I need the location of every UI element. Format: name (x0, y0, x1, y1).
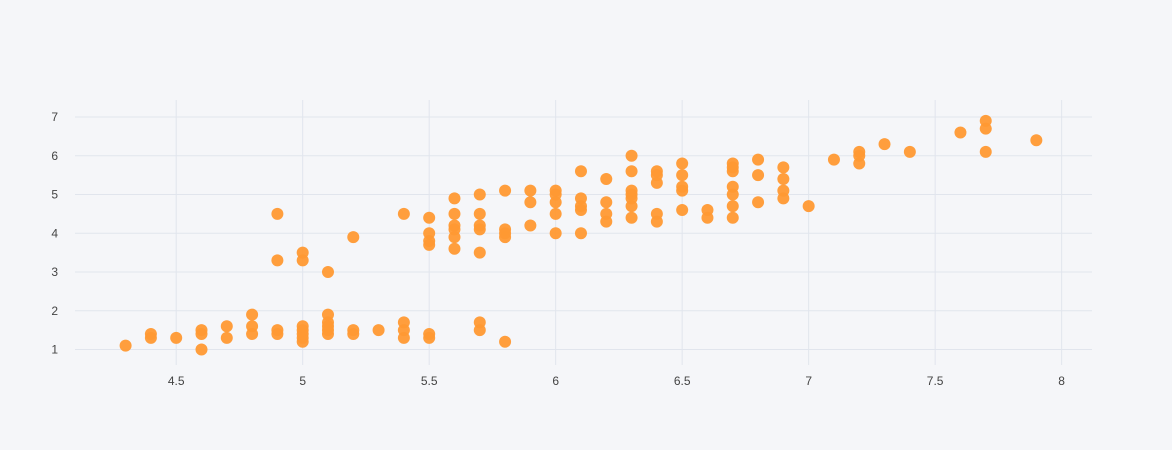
data-point[interactable] (650, 207, 663, 220)
data-point[interactable] (473, 207, 486, 220)
data-point[interactable] (979, 145, 992, 158)
data-point[interactable] (524, 219, 537, 232)
data-point[interactable] (473, 316, 486, 329)
y-tick-label: 4 (51, 226, 58, 240)
x-tick-label: 6.5 (674, 374, 691, 388)
data-point[interactable] (701, 204, 714, 217)
data-point[interactable] (752, 169, 765, 182)
data-point[interactable] (777, 173, 790, 186)
data-point[interactable] (853, 145, 866, 158)
x-tick-label: 4.5 (168, 374, 185, 388)
data-point[interactable] (625, 149, 638, 162)
data-point[interactable] (726, 200, 739, 213)
data-point[interactable] (625, 211, 638, 224)
data-point[interactable] (473, 188, 486, 201)
data-point[interactable] (448, 207, 461, 220)
data-point[interactable] (878, 138, 891, 151)
y-tick-label: 1 (51, 343, 58, 357)
data-point[interactable] (195, 343, 208, 356)
y-tick-labels: 1 2 3 4 5 6 7 (51, 110, 58, 356)
data-point[interactable] (903, 145, 916, 158)
data-point[interactable] (600, 196, 613, 209)
data-point[interactable] (979, 114, 992, 127)
data-point[interactable] (347, 324, 360, 337)
data-point[interactable] (726, 157, 739, 170)
data-point[interactable] (321, 266, 334, 279)
data-point[interactable] (271, 324, 284, 337)
data-point[interactable] (676, 204, 689, 217)
data-point[interactable] (220, 331, 233, 344)
x-gridlines (175, 100, 1063, 365)
data-point[interactable] (650, 165, 663, 178)
data-point[interactable] (220, 320, 233, 333)
data-point[interactable] (574, 227, 587, 240)
data-point[interactable] (119, 339, 132, 352)
data-point[interactable] (347, 231, 360, 244)
data-point[interactable] (524, 196, 537, 209)
data-point[interactable] (625, 184, 638, 197)
data-point[interactable] (372, 324, 385, 337)
y-tick-label: 7 (51, 110, 58, 124)
x-tick-label: 6 (552, 374, 559, 388)
data-point[interactable] (423, 211, 436, 224)
data-point[interactable] (271, 207, 284, 220)
data-point[interactable] (246, 308, 259, 321)
x-tick-label: 5 (299, 374, 306, 388)
data-point[interactable] (549, 227, 562, 240)
data-point[interactable] (296, 246, 309, 259)
data-point[interactable] (423, 328, 436, 341)
data-point[interactable] (499, 223, 512, 236)
data-point[interactable] (777, 161, 790, 174)
data-point[interactable] (676, 180, 689, 193)
data-point[interactable] (676, 157, 689, 170)
x-tick-label: 5.5 (421, 374, 438, 388)
data-point[interactable] (777, 184, 790, 197)
data-point[interactable] (827, 153, 840, 166)
data-point[interactable] (549, 207, 562, 220)
data-point[interactable] (574, 192, 587, 205)
data-point[interactable] (321, 308, 334, 321)
data-point[interactable] (752, 153, 765, 166)
data-point[interactable] (195, 324, 208, 337)
y-tick-label: 3 (51, 265, 58, 279)
x-tick-labels: 4.5 5 5.5 6 6.5 7 7.5 8 (168, 374, 1065, 388)
x-tick-label: 8 (1058, 374, 1065, 388)
data-point[interactable] (296, 320, 309, 333)
data-point[interactable] (726, 180, 739, 193)
data-point[interactable] (802, 200, 815, 213)
data-point[interactable] (397, 316, 410, 329)
data-point[interactable] (499, 335, 512, 348)
data-point[interactable] (144, 328, 157, 341)
data-point[interactable] (170, 331, 183, 344)
y-tick-label: 5 (51, 188, 58, 202)
data-point[interactable] (574, 165, 587, 178)
data-point[interactable] (625, 165, 638, 178)
data-point[interactable] (448, 242, 461, 255)
data-point[interactable] (954, 126, 967, 139)
data-point[interactable] (499, 184, 512, 197)
data-point[interactable] (752, 196, 765, 209)
data-point[interactable] (1030, 134, 1043, 147)
data-point[interactable] (473, 219, 486, 232)
y-tick-label: 2 (51, 304, 58, 318)
data-point[interactable] (271, 254, 284, 267)
data-point[interactable] (448, 219, 461, 232)
data-point[interactable] (726, 211, 739, 224)
data-point[interactable] (473, 246, 486, 259)
data-point[interactable] (397, 207, 410, 220)
y-tick-label: 6 (51, 149, 58, 163)
data-point[interactable] (524, 184, 537, 197)
data-point[interactable] (549, 184, 562, 197)
data-point[interactable] (448, 192, 461, 205)
data-point[interactable] (246, 320, 259, 333)
data-points (119, 114, 1043, 356)
x-tick-label: 7 (805, 374, 812, 388)
data-point[interactable] (676, 169, 689, 182)
x-tick-label: 7.5 (927, 374, 944, 388)
data-point[interactable] (600, 173, 613, 186)
data-point[interactable] (423, 227, 436, 240)
data-point[interactable] (600, 207, 613, 220)
